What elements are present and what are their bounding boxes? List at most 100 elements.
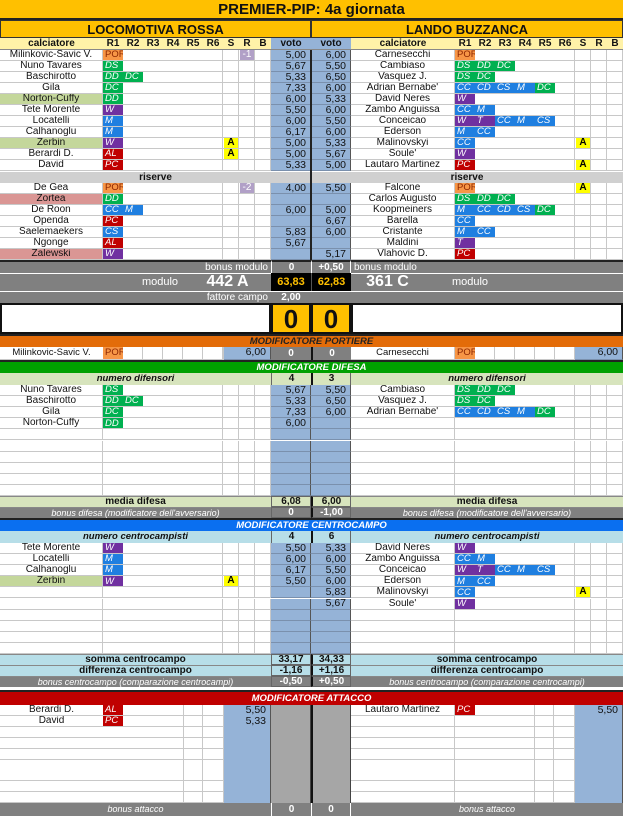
role-badge-cc: CC bbox=[475, 227, 495, 237]
voto-cell: 5,67 bbox=[271, 385, 311, 397]
voto-cell: 5,50 bbox=[271, 576, 311, 588]
b-cell bbox=[255, 105, 271, 116]
player-name[interactable]: Ngonge bbox=[0, 238, 103, 249]
player-name[interactable]: Falcone bbox=[351, 183, 455, 194]
voto-cell: 5,50 bbox=[271, 105, 311, 116]
player-name[interactable]: Cambiaso bbox=[351, 385, 455, 397]
player-name[interactable]: Gila bbox=[0, 407, 103, 419]
r-cell bbox=[239, 620, 255, 632]
player-name[interactable]: Soule' bbox=[351, 598, 455, 610]
player-name[interactable]: De Roon bbox=[0, 205, 103, 216]
player-name[interactable]: Norton-Cuffy bbox=[0, 94, 103, 105]
player-name[interactable]: David bbox=[0, 715, 104, 727]
player-name[interactable]: Cambiaso bbox=[351, 61, 455, 72]
player-name[interactable]: Cristante bbox=[351, 227, 455, 238]
role-badge-dd: DD bbox=[103, 418, 123, 429]
player-name[interactable]: Lautaro Martinez bbox=[351, 160, 455, 171]
player-name[interactable]: Carnesecchi bbox=[351, 50, 455, 61]
player-name[interactable]: David Neres bbox=[351, 543, 455, 555]
roles-cell bbox=[103, 440, 223, 452]
player-name[interactable]: Ederson bbox=[351, 127, 455, 138]
b-cell bbox=[607, 484, 623, 496]
r-cell bbox=[239, 462, 255, 474]
r-cell bbox=[239, 576, 255, 588]
player-name bbox=[351, 418, 455, 430]
bonus-modulo-label-left: bonus modulo bbox=[0, 260, 271, 273]
player-name[interactable]: Berardi D. bbox=[0, 705, 104, 716]
player-name[interactable]: Nuno Tavares bbox=[0, 61, 103, 72]
player-name[interactable]: Zerbin bbox=[0, 576, 103, 588]
player-name[interactable]: Conceicao bbox=[351, 116, 455, 127]
player-name[interactable]: De Gea bbox=[0, 183, 103, 194]
player-name[interactable]: Malinovskyi bbox=[351, 587, 455, 599]
col-header-r6: R6 bbox=[203, 38, 223, 50]
r-cell bbox=[239, 216, 255, 227]
player-name[interactable]: Saelemaekers bbox=[0, 227, 103, 238]
voto-cell bbox=[224, 759, 271, 771]
player-name[interactable]: Conceicao bbox=[351, 565, 455, 577]
player-name[interactable]: Milinkovic-Savic V. bbox=[0, 50, 103, 61]
player-name[interactable]: Berardi D. bbox=[0, 149, 103, 160]
total-right: 62,83 bbox=[311, 273, 351, 291]
player-name[interactable]: Vasquez J. bbox=[351, 72, 455, 83]
player-name[interactable]: Zalewski bbox=[0, 249, 103, 260]
player-name[interactable]: Lautaro Martinez bbox=[351, 705, 455, 716]
role-badge-cc: CC bbox=[455, 105, 475, 115]
player-name[interactable]: Calhanoglu bbox=[0, 127, 103, 138]
player-name[interactable]: Zortea bbox=[0, 194, 103, 205]
r-cell bbox=[591, 631, 607, 643]
roles-cell bbox=[103, 473, 223, 485]
center-divider bbox=[310, 50, 312, 260]
player-name[interactable]: Vlahovic D. bbox=[351, 249, 455, 260]
roles-cell bbox=[455, 642, 575, 654]
player-name[interactable]: Openda bbox=[0, 216, 103, 227]
voto-cell: 5,00 bbox=[271, 149, 311, 160]
player-name[interactable]: Gila bbox=[0, 83, 103, 94]
player-name[interactable]: Locatelli bbox=[0, 554, 103, 566]
summary-value-right: 6,00 bbox=[311, 496, 351, 507]
player-name[interactable]: David Neres bbox=[351, 94, 455, 105]
player-name[interactable]: Soule' bbox=[351, 149, 455, 160]
r-cell bbox=[591, 61, 607, 72]
s-cell bbox=[575, 194, 591, 205]
roles-cell bbox=[103, 598, 223, 610]
player-name[interactable]: Locatelli bbox=[0, 116, 103, 127]
player-name[interactable]: Carnesecchi bbox=[351, 347, 455, 360]
voto-cell bbox=[311, 620, 351, 632]
player-name[interactable]: Baschirotto bbox=[0, 72, 103, 83]
player-name[interactable]: Norton-Cuffy bbox=[0, 418, 103, 430]
s-cell bbox=[575, 543, 591, 555]
player-name[interactable]: David bbox=[0, 160, 103, 171]
player-name[interactable]: Tete Morente bbox=[0, 543, 103, 555]
empty-cell bbox=[184, 705, 203, 716]
s-cell bbox=[575, 473, 591, 485]
player-name[interactable]: Koopmeiners bbox=[351, 205, 455, 216]
player-name[interactable]: Nuno Tavares bbox=[0, 385, 103, 397]
player-name[interactable]: Zambo Anguissa bbox=[351, 105, 455, 116]
player-name[interactable]: Calhanoglu bbox=[0, 565, 103, 577]
player-name[interactable]: Carlos Augusto bbox=[351, 194, 455, 205]
b-cell bbox=[255, 127, 271, 138]
player-name[interactable]: Baschirotto bbox=[0, 396, 103, 408]
player-name[interactable]: Ederson bbox=[351, 576, 455, 588]
roles-cell bbox=[455, 554, 575, 566]
b-cell bbox=[255, 642, 271, 654]
player-name[interactable]: Adrian Bernabe' bbox=[351, 83, 455, 94]
voto-cell: 5,83 bbox=[311, 587, 351, 599]
player-name[interactable]: Adrian Bernabe' bbox=[351, 407, 455, 419]
player-name[interactable]: Zerbin bbox=[0, 138, 103, 149]
player-name[interactable]: Barella bbox=[351, 216, 455, 227]
player-name[interactable]: Vasquez J. bbox=[351, 396, 455, 408]
player-name[interactable]: Maldini bbox=[351, 238, 455, 249]
col-header-r4: R4 bbox=[163, 38, 183, 50]
player-name bbox=[351, 473, 455, 485]
player-name[interactable]: Zambo Anguissa bbox=[351, 554, 455, 566]
voto-cell bbox=[224, 737, 271, 749]
s-cell bbox=[575, 105, 591, 116]
roles-cell bbox=[103, 484, 223, 496]
player-name[interactable]: Malinovskyi bbox=[351, 138, 455, 149]
roles-cell bbox=[103, 565, 223, 577]
player-name[interactable]: Tete Morente bbox=[0, 105, 103, 116]
player-name[interactable]: Milinkovic-Savic V. bbox=[0, 347, 104, 360]
empty-cell bbox=[535, 748, 554, 760]
